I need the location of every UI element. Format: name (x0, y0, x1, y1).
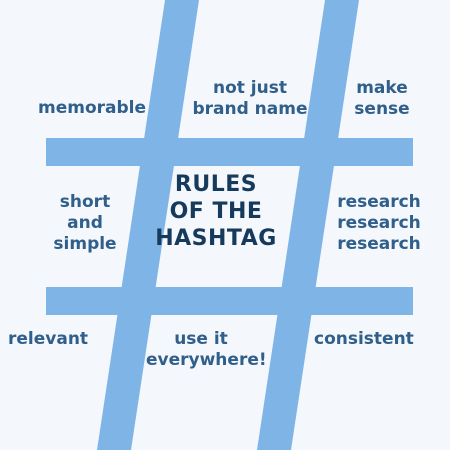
hash-bar-bottom (46, 287, 413, 315)
rule-research-line-2: research (337, 213, 421, 233)
title-line-3: HASHTAG (155, 226, 277, 251)
rule-not-just-brand-name-line-1: not just (212, 78, 287, 98)
rule-short-and-simple-line-3: simple (53, 234, 117, 254)
rule-short-and-simple: short and simple (50, 192, 120, 255)
rule-use-it-everywhere: use it everywhere! (146, 329, 267, 371)
hash-bar-left (97, 0, 199, 450)
rule-short-and-simple-line-2: and (67, 213, 103, 233)
rule-make-sense-line-1: make (356, 78, 408, 98)
rule-not-just-brand-name: not just brand name (192, 78, 308, 120)
rule-research: research research research (334, 192, 424, 255)
rule-make-sense: make sense (350, 78, 414, 120)
rule-research-line-1: research (337, 192, 421, 212)
rule-relevant: relevant (8, 329, 88, 350)
rule-not-just-brand-name-line-2: brand name (192, 99, 308, 119)
rule-research-line-3: research (337, 234, 421, 254)
rule-consistent-text: consistent (314, 329, 414, 349)
rule-memorable-text: memorable (38, 98, 147, 118)
hash-bar-top (46, 138, 413, 166)
rule-make-sense-line-2: sense (354, 99, 410, 119)
hash-bar-right (257, 0, 359, 450)
rule-short-and-simple-line-1: short (59, 192, 111, 212)
center-title: RULES OF THE HASHTAG (128, 171, 304, 252)
rule-consistent: consistent (314, 329, 414, 350)
rule-memorable: memorable (38, 98, 146, 119)
title-line-1: RULES (174, 172, 258, 197)
rule-use-it-everywhere-line-1: use it (174, 329, 228, 349)
rule-relevant-text: relevant (8, 329, 89, 349)
title-line-2: OF THE (169, 199, 263, 224)
rule-use-it-everywhere-line-2: everywhere! (146, 350, 267, 370)
